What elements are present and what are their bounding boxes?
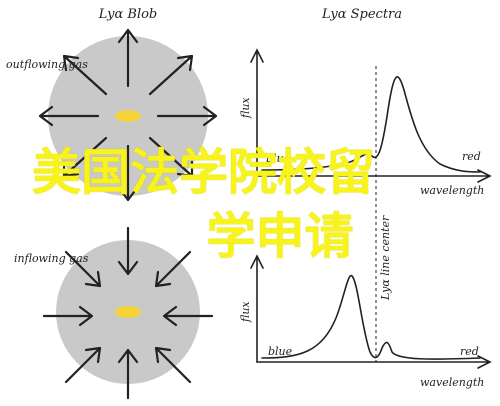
top-x-axis xyxy=(256,169,492,183)
bottom-spectrum: flux blue red wavelength xyxy=(239,254,492,389)
bottom-xlabel: wavelength xyxy=(420,376,484,389)
top-xlabel: wavelength xyxy=(420,184,484,197)
blob-title: Lyα Blob xyxy=(98,7,158,22)
top-flux-label: flux xyxy=(239,97,252,119)
overlay-text-line-1: 美国法学院校留 xyxy=(32,144,376,201)
bottom-red-label: red xyxy=(460,345,479,358)
outflow-core xyxy=(115,110,141,122)
inflow-core xyxy=(115,306,141,318)
outflow-arrows xyxy=(38,28,218,202)
bottom-y-axis xyxy=(250,254,264,363)
bottom-x-axis xyxy=(256,355,492,369)
bottom-blue-label: blue xyxy=(268,345,293,358)
spectra-title: Lyα Spectra xyxy=(321,7,402,22)
inflow-label: inflowing gas xyxy=(14,252,89,265)
inflow-arrows xyxy=(42,226,214,400)
top-blue-label: blue xyxy=(266,152,291,165)
outflow-label: outflowing gas xyxy=(6,58,88,71)
top-spectrum: flux blue red wavelength xyxy=(239,48,492,197)
top-red-label: red xyxy=(462,150,481,163)
top-spectrum-curve xyxy=(261,76,481,173)
inflow-blob-group: inflowing gas xyxy=(14,226,214,400)
top-y-axis xyxy=(250,48,264,177)
outflow-blob-group: outflowing gas xyxy=(6,28,218,202)
bottom-spectrum-curve xyxy=(261,275,481,360)
line-center-label: Lyα line center xyxy=(379,215,392,301)
bottom-flux-label: flux xyxy=(239,301,252,323)
overlay-text-line-2: 学申请 xyxy=(206,208,354,265)
